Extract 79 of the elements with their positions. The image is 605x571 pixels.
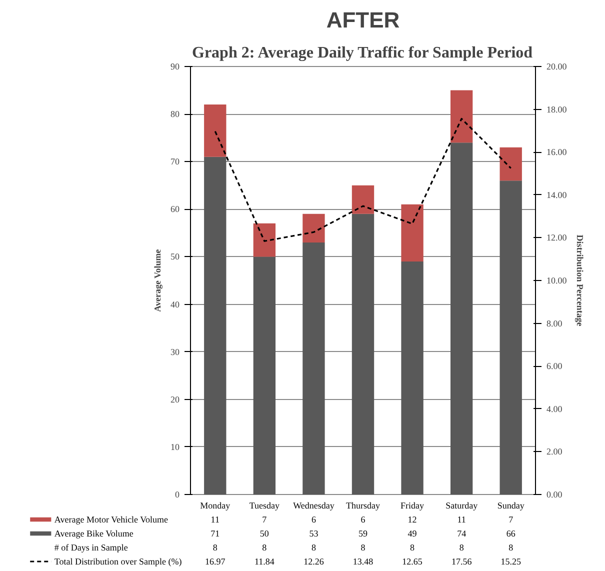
data-label: 16.97: [205, 556, 226, 566]
x-tick-label: Monday: [200, 500, 231, 510]
bar: [253, 256, 276, 494]
y-tick-label: 60: [170, 204, 180, 214]
y-tick-label: 50: [170, 252, 180, 262]
bar: [401, 261, 424, 494]
text: 8: [360, 542, 366, 552]
text: 8: [311, 542, 316, 552]
y2-tick-label: 2.00: [546, 446, 563, 457]
bar: [500, 147, 522, 181]
data-label: 6: [311, 514, 316, 524]
text: 8: [508, 542, 514, 552]
y-tick-label: 0: [175, 490, 180, 500]
bar: [500, 180, 522, 494]
y2-tick-label: 0.00: [546, 490, 563, 500]
data-label: 12.26: [304, 556, 324, 566]
data-label: 13.48: [352, 556, 374, 566]
y2-tick-label: 8.00: [546, 318, 563, 328]
data-label: 50: [260, 528, 270, 538]
x-tick-label: Thursday: [346, 500, 380, 510]
x-tick-label: Sunday: [497, 500, 525, 510]
y2-axis-title: Distribution Percentage: [574, 234, 585, 326]
y-tick-label: 30: [170, 346, 180, 357]
text: 8: [459, 542, 464, 552]
y-tick-label: 40: [170, 299, 180, 310]
x-tick-label: Saturday: [446, 500, 478, 510]
y-tick-label: 90: [170, 62, 180, 72]
data-label: 11: [457, 514, 466, 524]
text: 8: [410, 542, 416, 552]
line-series: [214, 118, 512, 242]
bar: [352, 214, 374, 494]
bar: [204, 104, 226, 157]
y-tick-label: 70: [170, 156, 180, 167]
y-axis-title: Average Volume: [152, 249, 162, 312]
x-tick-label: Tuesday: [249, 500, 280, 510]
y2-tick-label: 18.00: [546, 104, 568, 114]
data-label: 12.65: [402, 556, 423, 566]
legend-label: Average Motor Vehicle Volume: [54, 514, 168, 524]
bar: [352, 185, 374, 214]
bar: [253, 223, 276, 257]
data-label: 6: [360, 514, 366, 524]
y2-tick-label: 16.00: [546, 147, 568, 158]
data-label: 11.84: [254, 556, 275, 566]
legend-label: Average Bike Volume: [54, 528, 134, 538]
data-label: 12: [408, 514, 417, 524]
text: # of Days in Sample: [54, 542, 128, 552]
data-label: 15.25: [500, 556, 522, 566]
text: AFTER: [326, 8, 400, 32]
bar: [401, 204, 424, 262]
data-label: 71: [210, 528, 220, 538]
data-label: 53: [309, 528, 319, 538]
text: 8: [212, 542, 218, 552]
legend-label: Total Distribution over Sample (%): [54, 556, 182, 566]
y2-tick-label: 10.00: [546, 276, 568, 286]
y2-tick-label: 14.00: [546, 190, 568, 200]
data-label: 17.56: [451, 556, 472, 566]
bar: [450, 90, 473, 143]
text: 8: [262, 542, 268, 552]
y2-tick-label: 4.00: [546, 404, 563, 414]
data-label: 66: [506, 528, 516, 538]
y-tick-label: 80: [170, 109, 180, 120]
bar: [450, 142, 473, 494]
x-tick-label: Wednesday: [293, 500, 335, 510]
y2-tick-label: 12.00: [546, 232, 568, 243]
bar: [204, 156, 226, 494]
data-label: 49: [408, 528, 418, 538]
y-tick-label: 20: [170, 394, 180, 404]
x-tick-label: Friday: [400, 500, 425, 510]
y2-tick-label: 6.00: [546, 361, 563, 372]
bar: [302, 214, 325, 242]
y-tick-label: 10: [170, 442, 180, 452]
y2-tick-label: 20.00: [546, 62, 568, 72]
chart-title: Graph 2: Average Daily Traffic for Sample Period: [192, 44, 533, 62]
data-label: 11: [210, 514, 220, 524]
data-label: 59: [358, 528, 368, 538]
data-label: 7: [508, 514, 514, 524]
data-label: 7: [262, 514, 268, 524]
bar: [302, 242, 325, 494]
data-label: 74: [457, 528, 467, 538]
